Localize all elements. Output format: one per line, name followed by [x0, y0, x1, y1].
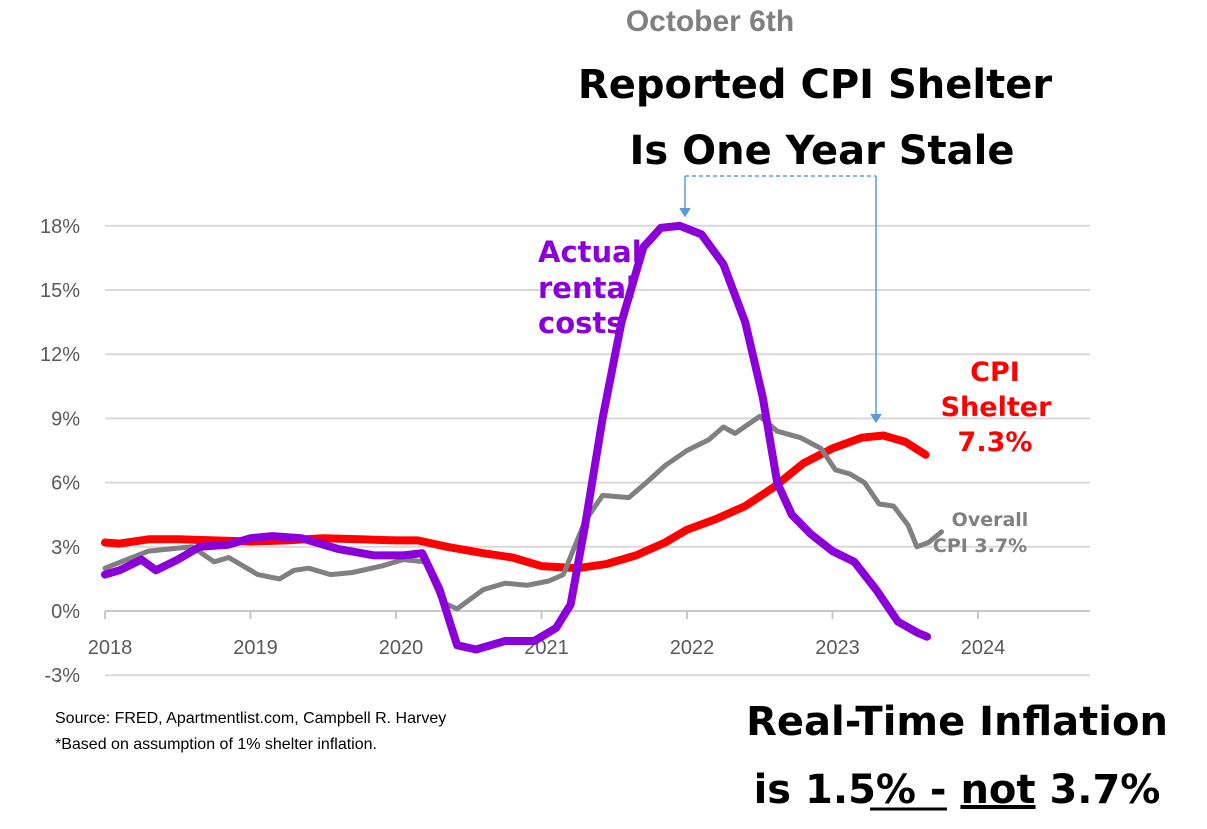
chart-title-line2: Is One Year Stale — [630, 128, 1015, 174]
y-tick-label: 18% — [40, 216, 80, 238]
y-tick-label: 9% — [51, 408, 80, 430]
shelter-label-line3: 7.3% — [958, 427, 1033, 458]
conclusion-pre: is 1.5% - — [754, 767, 961, 813]
y-axis-tick-labels: 18% 15% 12% 9% 6% 3% 0% -3% — [40, 216, 80, 687]
conclusion-post: 3.7% — [1036, 767, 1161, 813]
y-tick-label: 15% — [40, 280, 80, 302]
y-tick-label: 0% — [51, 601, 80, 623]
series-lines — [101, 221, 945, 654]
overall-cpi-label-line1: Overall — [952, 509, 1029, 531]
source-note: Source: FRED, Apartmentlist.com, Campbel… — [55, 710, 446, 727]
series-line-actual-rental-costs — [101, 221, 932, 654]
rental-label-line2: rental — [538, 271, 636, 305]
y-tick-label: 6% — [51, 473, 80, 495]
one-year-lag-arrow — [679, 175, 882, 424]
rental-label-line3: costs — [538, 306, 624, 340]
y-tick-label: -3% — [44, 665, 80, 687]
x-tick-label: 2022 — [670, 637, 715, 659]
conclusion-line2: is 1.5% - not 3.7% — [754, 767, 1161, 813]
conclusion-line1: Real-Time Inflation — [746, 699, 1168, 745]
conclusion-not: not — [960, 767, 1035, 813]
x-tick-label: 2024 — [961, 637, 1006, 659]
gridlines — [104, 224, 1090, 677]
rental-label-line1: Actual — [538, 235, 642, 269]
shelter-label-line1: CPI — [970, 357, 1020, 388]
y-tick-label: 12% — [40, 344, 80, 366]
overall-cpi-label-line2: CPI 3.7% — [933, 535, 1027, 557]
chart-title-line1: Reported CPI Shelter — [578, 62, 1052, 108]
series-line-overall-cpi — [102, 413, 945, 612]
x-axis-tick-labels: 2018 2019 2020 2021 2022 2023 2024 — [88, 637, 1006, 659]
y-tick-label: 3% — [51, 537, 80, 559]
assumption-note: *Based on assumption of 1% shelter infla… — [55, 736, 377, 753]
x-tick-label: 2019 — [233, 637, 278, 659]
x-tick-label: 2020 — [379, 637, 424, 659]
date-label: October 6th — [626, 5, 794, 38]
shelter-label-line2: Shelter — [941, 392, 1052, 423]
x-tick-label: 2023 — [815, 637, 860, 659]
x-tick-label: 2018 — [88, 637, 133, 659]
